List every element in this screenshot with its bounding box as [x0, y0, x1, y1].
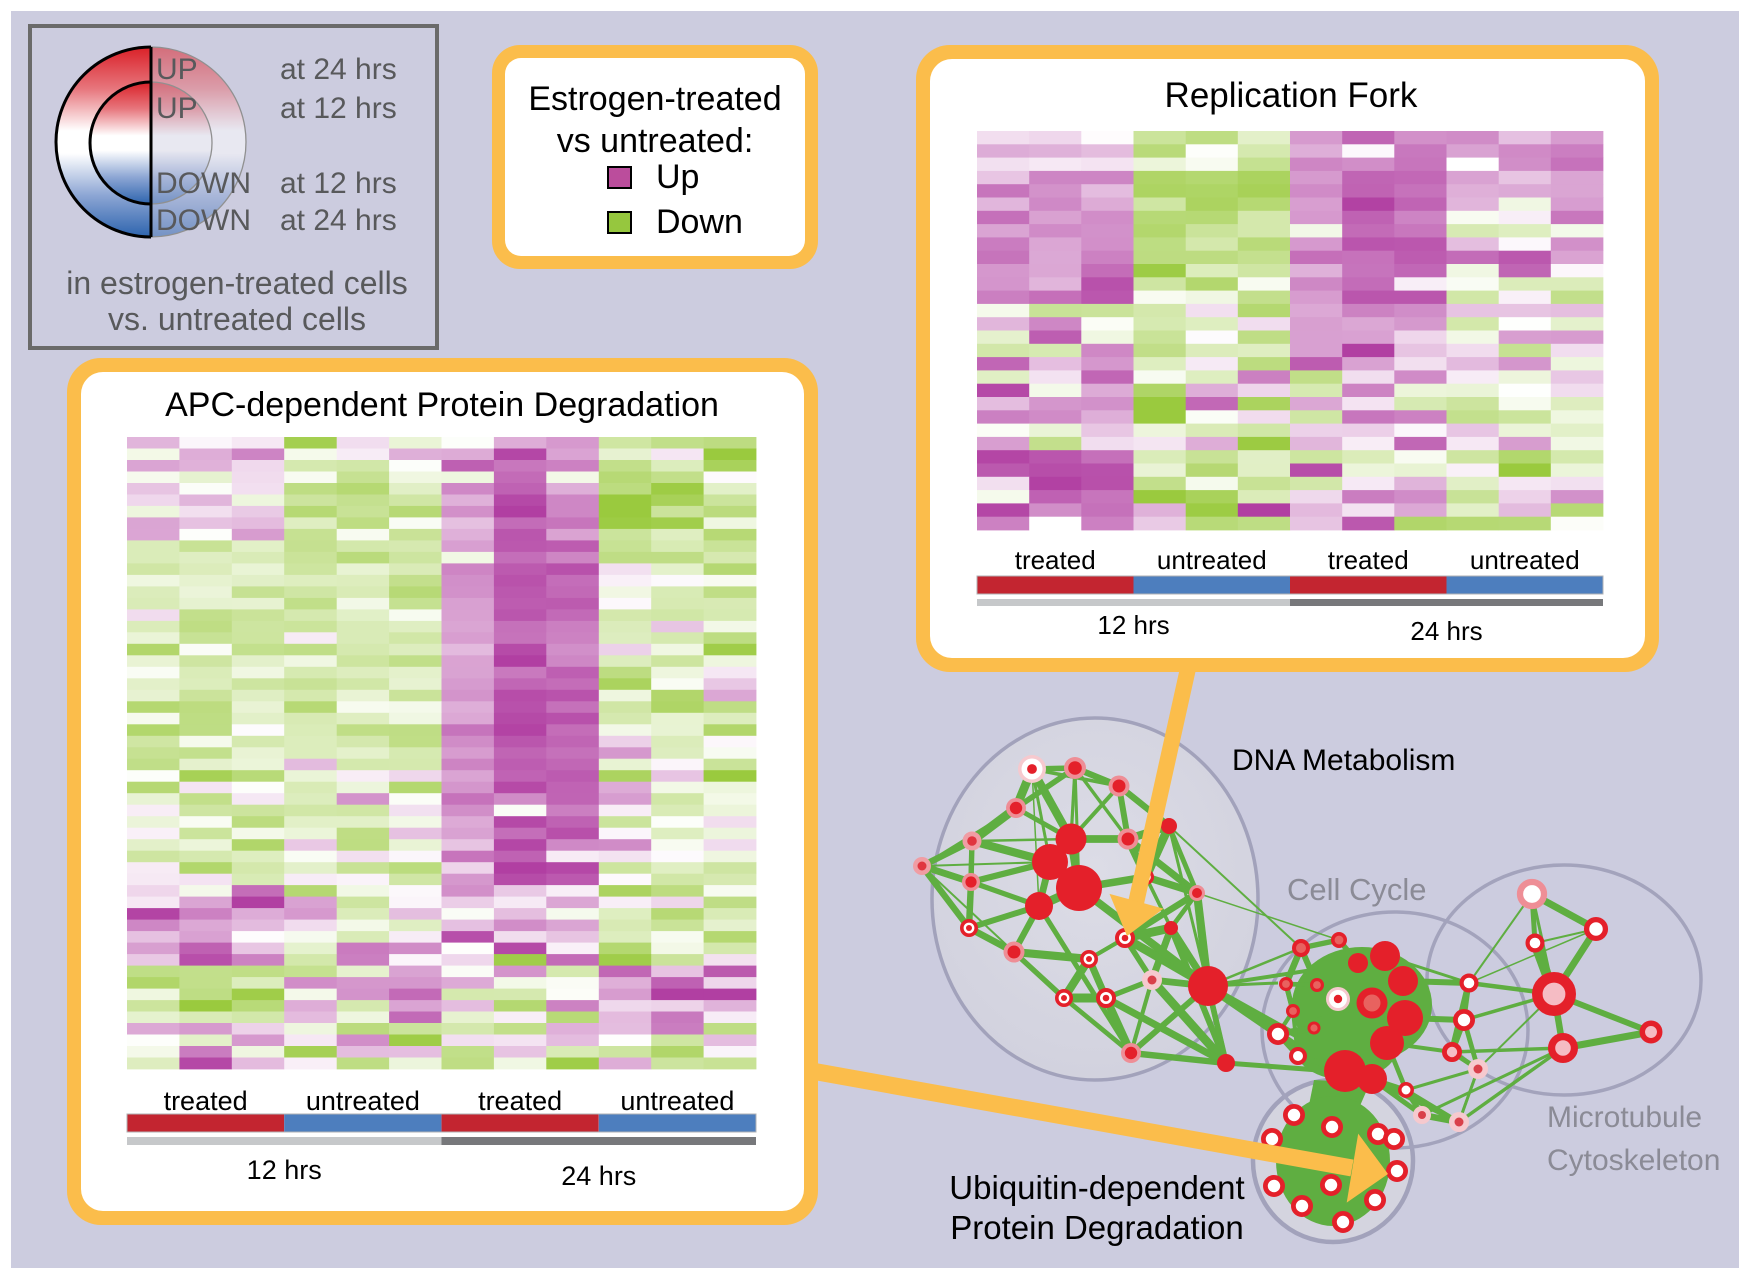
svg-text:Down: Down: [656, 203, 743, 241]
svg-text:in estrogen-treated cells: in estrogen-treated cells: [66, 265, 408, 301]
svg-text:Ubiquitin-dependent: Ubiquitin-dependent: [949, 1169, 1244, 1206]
svg-text:DOWN: DOWN: [156, 204, 251, 237]
svg-text:treated: treated: [1328, 545, 1409, 575]
svg-text:vs. untreated cells: vs. untreated cells: [108, 301, 366, 337]
svg-text:UP: UP: [156, 53, 198, 86]
svg-text:Cytoskeleton: Cytoskeleton: [1547, 1144, 1720, 1177]
svg-text:APC-dependent Protein Degradat: APC-dependent Protein Degradation: [165, 386, 719, 424]
svg-text:24 hrs: 24 hrs: [561, 1161, 636, 1191]
svg-text:treated: treated: [478, 1086, 562, 1116]
svg-text:DNA Metabolism: DNA Metabolism: [1232, 744, 1455, 777]
svg-text:at 24 hrs: at 24 hrs: [280, 53, 397, 86]
svg-text:Microtubule: Microtubule: [1547, 1101, 1702, 1134]
svg-text:at 24 hrs: at 24 hrs: [280, 204, 397, 237]
svg-text:12 hrs: 12 hrs: [1097, 610, 1169, 640]
svg-text:24 hrs: 24 hrs: [1410, 616, 1482, 646]
svg-text:untreated: untreated: [1470, 545, 1580, 575]
svg-text:untreated: untreated: [620, 1086, 734, 1116]
svg-text:12 hrs: 12 hrs: [247, 1155, 322, 1185]
svg-text:treated: treated: [1015, 545, 1096, 575]
svg-text:at 12 hrs: at 12 hrs: [280, 167, 397, 200]
svg-text:DOWN: DOWN: [156, 167, 251, 200]
svg-text:treated: treated: [164, 1086, 248, 1116]
svg-text:at 12 hrs: at 12 hrs: [280, 92, 397, 125]
svg-text:Protein Degradation: Protein Degradation: [950, 1209, 1244, 1246]
svg-text:Estrogen-treated: Estrogen-treated: [528, 80, 781, 118]
svg-text:Replication Fork: Replication Fork: [1165, 76, 1418, 115]
svg-text:Cell Cycle: Cell Cycle: [1287, 872, 1427, 907]
svg-text:untreated: untreated: [306, 1086, 420, 1116]
svg-text:Up: Up: [656, 158, 699, 196]
svg-text:untreated: untreated: [1157, 545, 1267, 575]
svg-text:UP: UP: [156, 92, 198, 125]
svg-text:vs untreated:: vs untreated:: [557, 122, 754, 160]
